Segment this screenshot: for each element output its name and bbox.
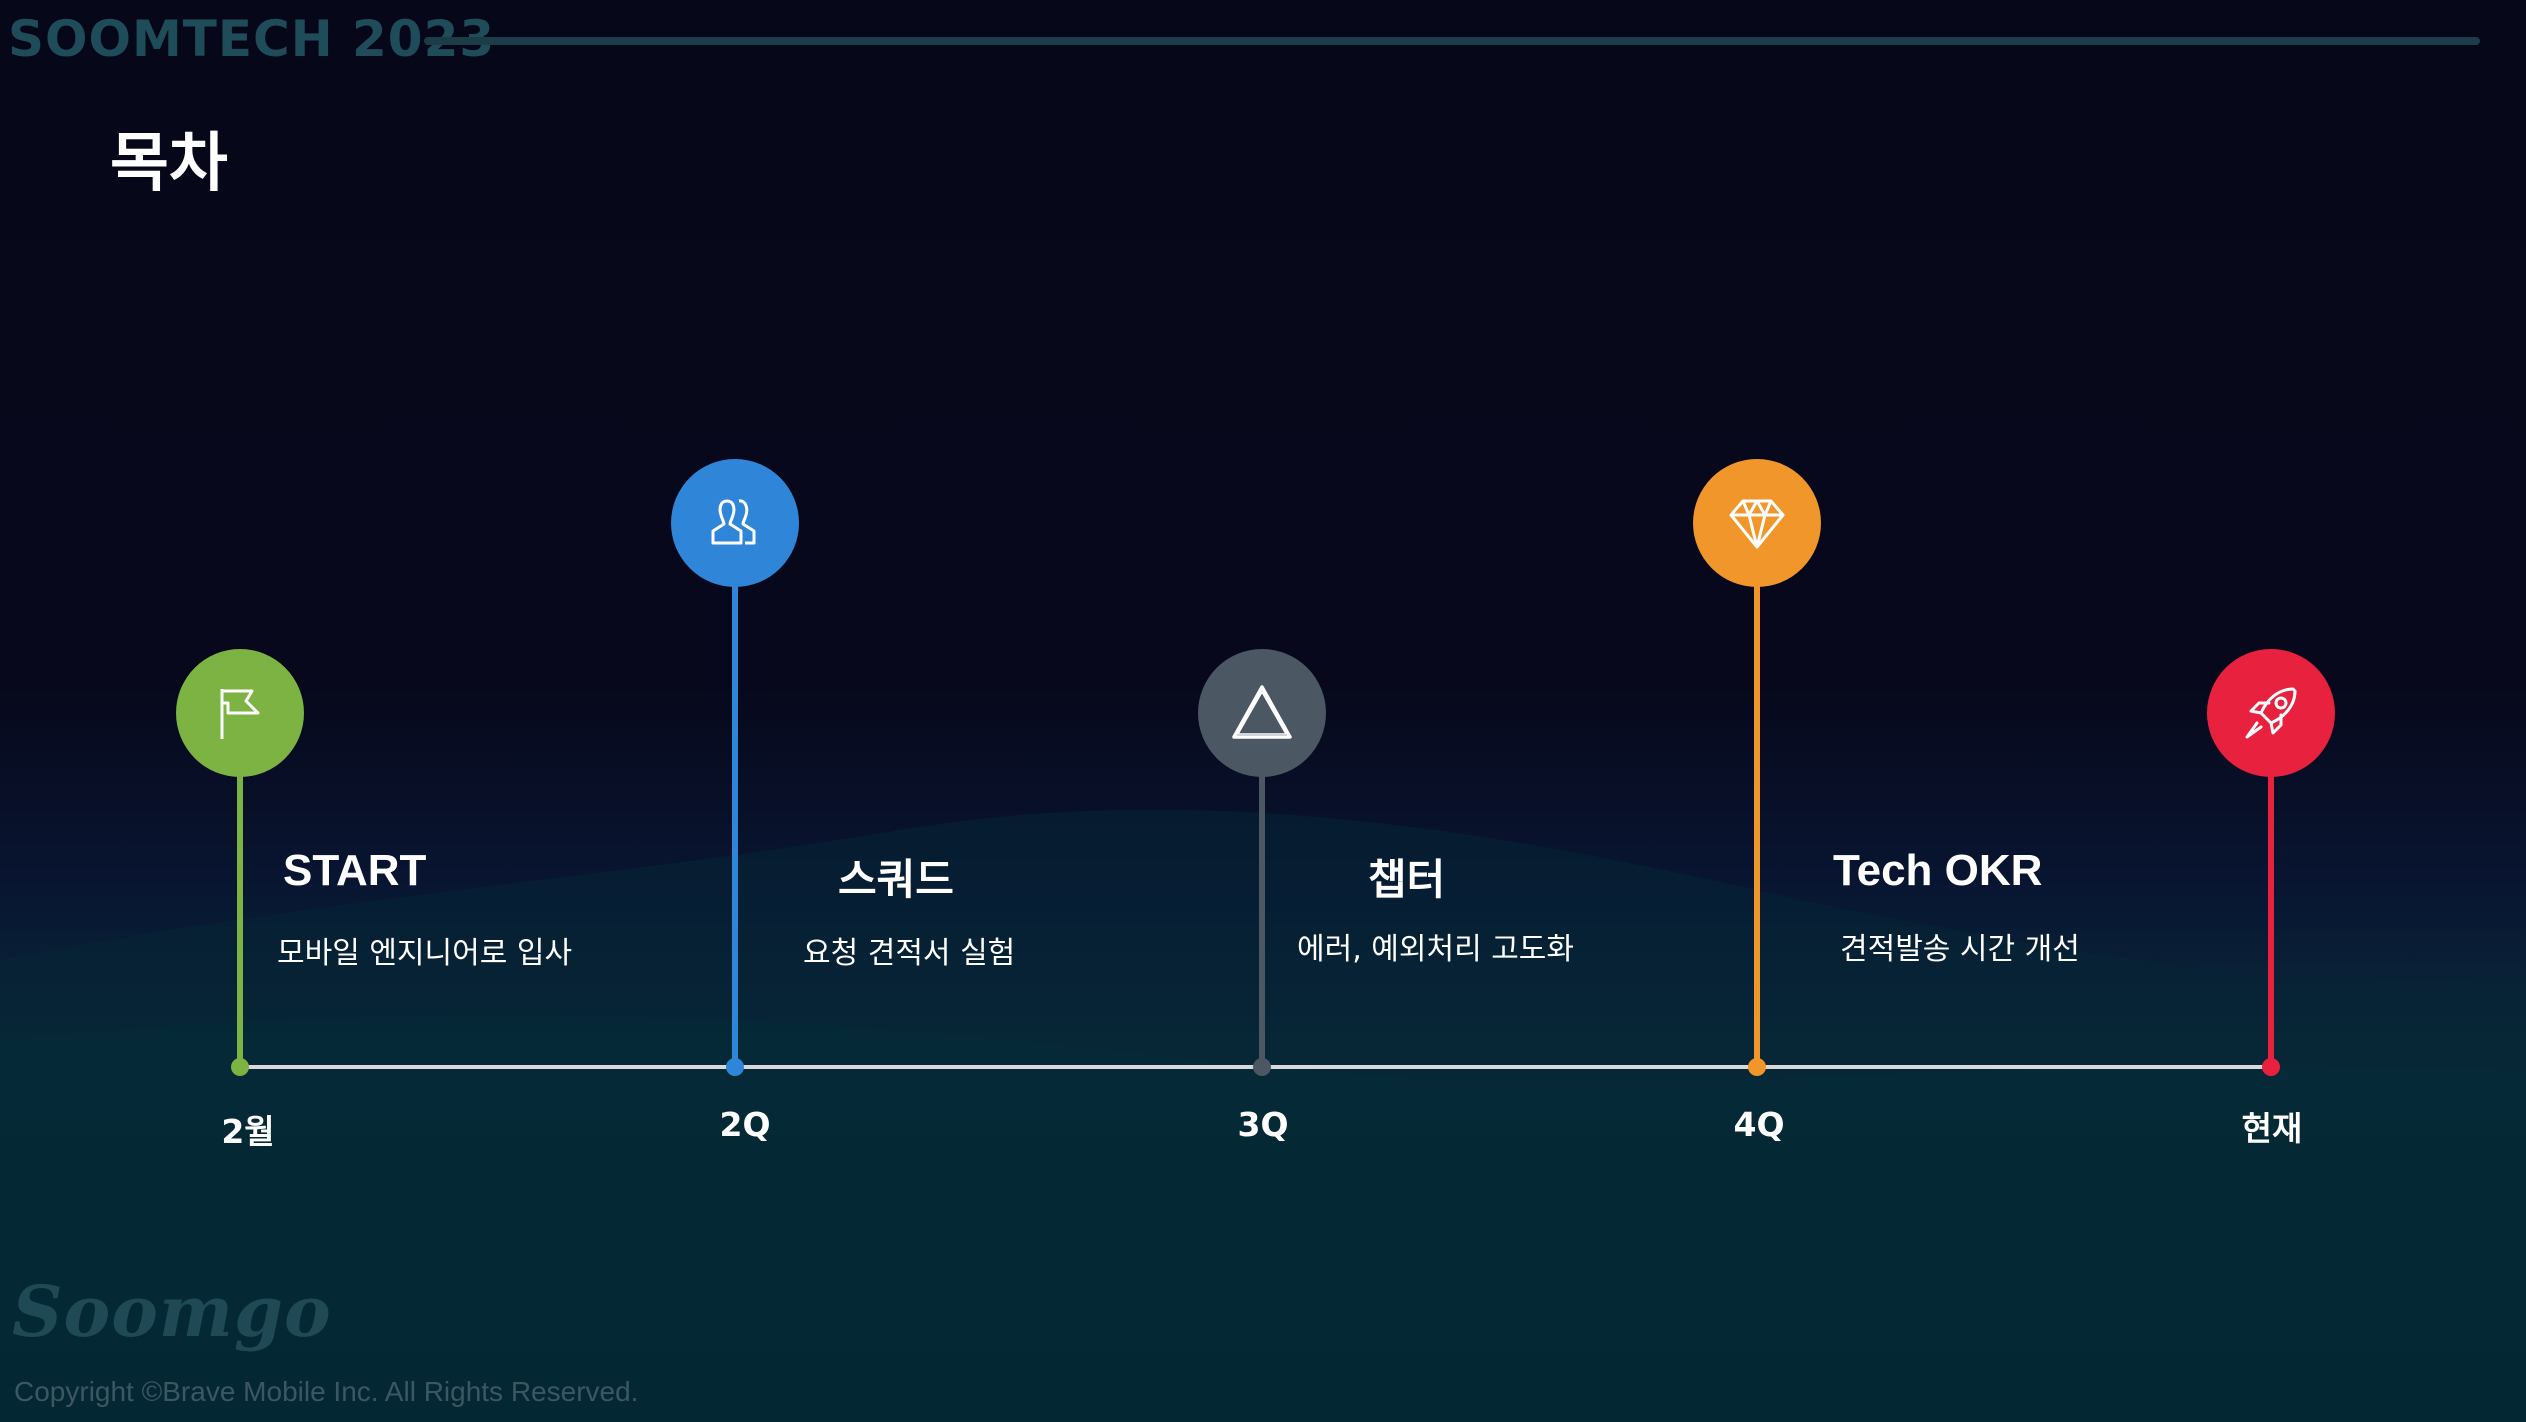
- users-icon: [711, 499, 756, 545]
- milestone-title: Tech OKR: [1833, 846, 2043, 895]
- milestone-stem: [1259, 775, 1265, 1067]
- soomgo-logo: Soomgo: [12, 1270, 332, 1353]
- milestone-description: 견적발송 시간 개선: [1840, 932, 2080, 967]
- milestone-title: 챕터: [1368, 855, 1446, 904]
- milestone-dot: [726, 1058, 744, 1076]
- milestone-title: 스쿼드: [838, 855, 954, 904]
- milestone-dot: [1748, 1058, 1766, 1076]
- milestone-description: 모바일 엔지니어로 입사: [277, 936, 573, 971]
- milestone-badge: [1198, 649, 1326, 777]
- brand-title: SOOMTECH 2023: [8, 10, 496, 68]
- page-title: 목차: [110, 127, 228, 201]
- diamond-icon: [1729, 499, 1785, 549]
- milestone-dot: [2262, 1058, 2280, 1076]
- milestone-period-label: 현재: [2241, 1109, 2303, 1148]
- milestone-dot: [1253, 1058, 1271, 1076]
- milestone-dot: [231, 1058, 249, 1076]
- milestone-period-label: 2월: [221, 1112, 275, 1151]
- milestone-stem: [2268, 775, 2274, 1067]
- header-divider: [424, 37, 2480, 45]
- milestone-description: 에러, 예외처리 고도화: [1297, 932, 1575, 967]
- milestone-period-label: 2Q: [719, 1105, 771, 1144]
- flag-icon: [220, 689, 260, 739]
- milestone-stem: [732, 585, 738, 1067]
- milestone-badge: [671, 459, 799, 587]
- warning-triangle-icon: [1232, 685, 1292, 739]
- milestone-badge: [176, 649, 304, 777]
- milestone-stem: [1754, 585, 1760, 1067]
- rocket-icon: [2245, 687, 2297, 739]
- milestone-title: START: [283, 846, 427, 895]
- copyright-text: Copyright ©Brave Mobile Inc. All Rights …: [14, 1376, 639, 1407]
- milestone-badge: [1693, 459, 1821, 587]
- milestone-stem: [237, 775, 243, 1067]
- milestone-period-label: 3Q: [1237, 1105, 1289, 1144]
- milestone-badge: [2207, 649, 2335, 777]
- milestone-period-label: 4Q: [1733, 1105, 1785, 1144]
- milestone-description: 요청 견적서 실험: [803, 936, 1016, 971]
